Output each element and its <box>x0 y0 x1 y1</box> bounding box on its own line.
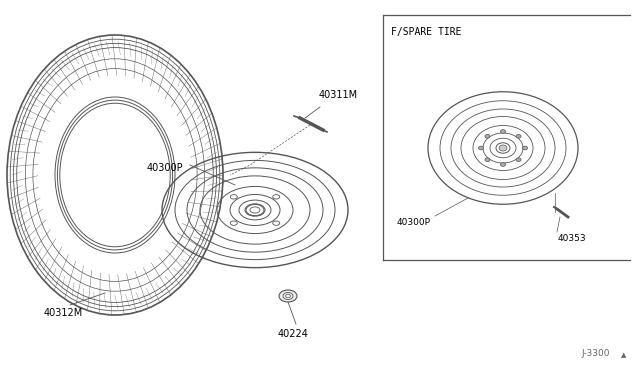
Ellipse shape <box>273 221 280 225</box>
Ellipse shape <box>479 146 483 150</box>
Ellipse shape <box>485 158 490 161</box>
Ellipse shape <box>273 195 280 199</box>
Ellipse shape <box>496 143 510 153</box>
Text: ▲: ▲ <box>621 352 626 358</box>
Ellipse shape <box>522 146 527 150</box>
Ellipse shape <box>230 221 237 225</box>
Text: J-3300: J-3300 <box>582 349 610 358</box>
Ellipse shape <box>230 195 237 199</box>
Ellipse shape <box>246 205 264 216</box>
Text: 40353: 40353 <box>558 234 587 243</box>
Ellipse shape <box>500 163 506 166</box>
Text: 40300P: 40300P <box>147 163 183 173</box>
Text: 40224: 40224 <box>278 329 308 339</box>
Text: F/SPARE TIRE: F/SPARE TIRE <box>391 27 461 37</box>
Ellipse shape <box>500 129 506 134</box>
Ellipse shape <box>499 145 507 151</box>
Text: 40300P: 40300P <box>397 218 431 227</box>
Text: 40312M: 40312M <box>44 308 83 318</box>
Ellipse shape <box>279 290 297 302</box>
Text: 40311M: 40311M <box>319 90 358 100</box>
Ellipse shape <box>485 134 490 138</box>
Ellipse shape <box>516 158 521 161</box>
Ellipse shape <box>250 207 260 213</box>
Ellipse shape <box>516 134 521 138</box>
